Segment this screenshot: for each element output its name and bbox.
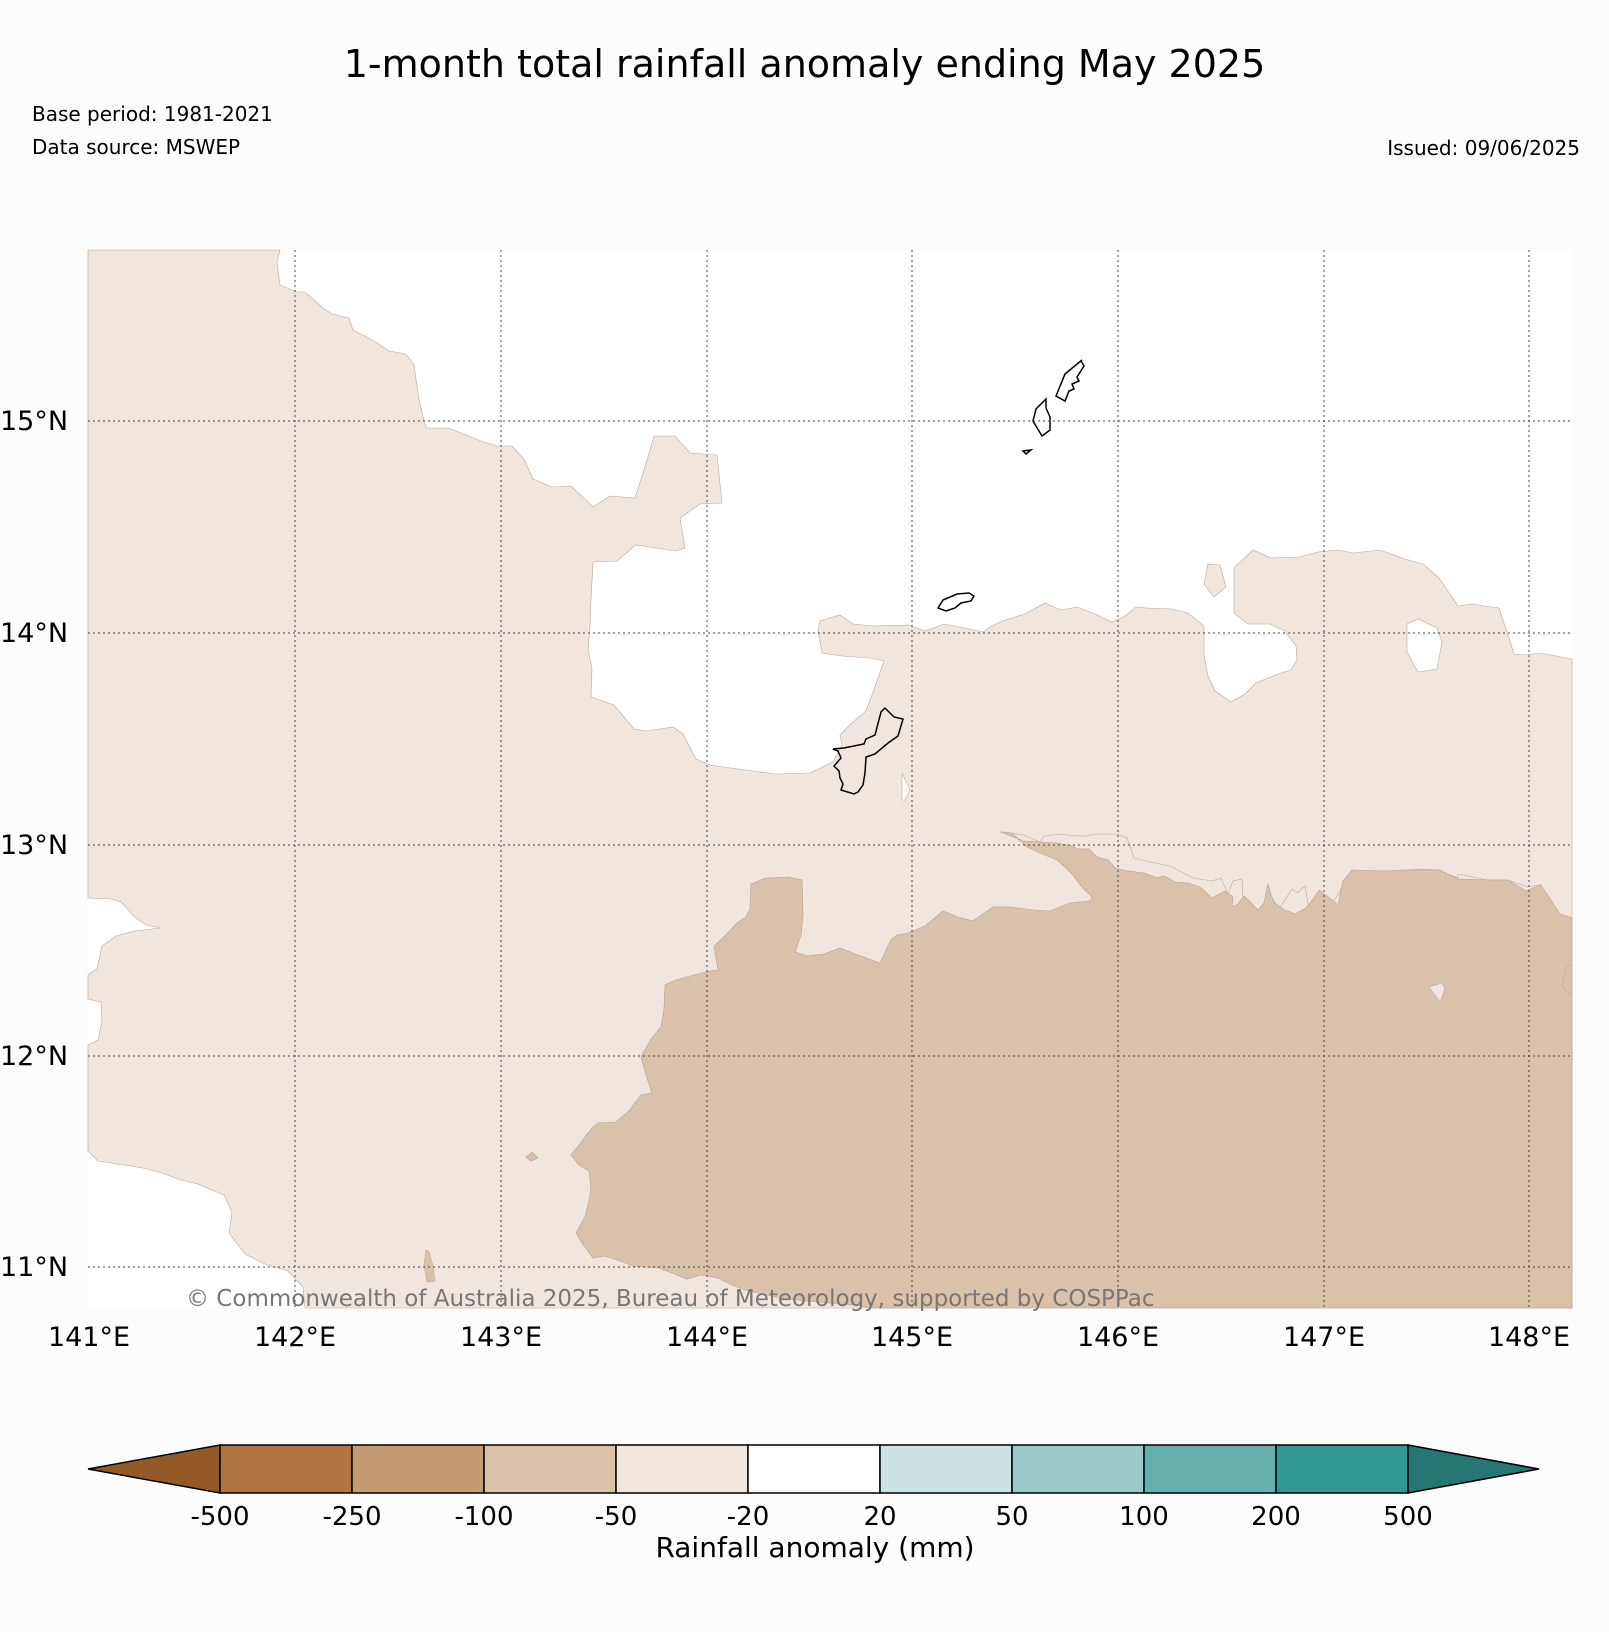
lon-tick-label: 146°E [1077, 1322, 1159, 1353]
base-period: Base period: 1981-2021 [32, 102, 273, 126]
colorbar-swatch [1011, 1444, 1145, 1494]
colorbar-tick-label: 100 [1119, 1502, 1169, 1532]
lon-tick-label: 144°E [666, 1322, 748, 1353]
islands [832, 359, 1085, 795]
lon-tick-label: 143°E [460, 1322, 542, 1353]
colorbar-tick-label: -250 [322, 1502, 382, 1532]
colorbar-tick-label: -50 [594, 1502, 638, 1532]
colorbar-tick-label: 200 [1251, 1502, 1301, 1532]
lon-tick-label: 145°E [871, 1322, 953, 1353]
lat-tick-label: 11°N [0, 1252, 68, 1283]
lat-tick-label: 12°N [0, 1041, 68, 1072]
saipan-outline [1055, 359, 1085, 403]
lon-tick-label: 141°E [48, 1322, 130, 1353]
colorbar-swatch [219, 1444, 353, 1494]
colorbar-tick-label: 500 [1383, 1502, 1433, 1532]
lat-tick-label: 15°N [0, 406, 68, 437]
colorbar-swatch [1275, 1444, 1409, 1494]
colorbar-tick-label: -500 [190, 1502, 250, 1532]
data-source: Data source: MSWEP [32, 135, 241, 159]
colorbar-swatch [879, 1444, 1013, 1494]
lat-tick-label: 13°N [0, 830, 68, 861]
colorbar-extend-low [87, 1444, 221, 1494]
anomaly-patch [1203, 563, 1227, 598]
colorbar-extend-high [1407, 1444, 1540, 1494]
page-title: 1-month total rainfall anomaly ending Ma… [343, 42, 1266, 86]
rainfall-anomaly-map: 15°N 14°N 13°N 12°N 11°N 141°E 142°E 143… [0, 249, 1573, 1353]
lat-tick-label: 14°N [0, 618, 68, 649]
colorbar-tick-label: -100 [454, 1502, 514, 1532]
aguijan-outline [1021, 448, 1034, 456]
colorbar-title: Rainfall anomaly (mm) [655, 1531, 975, 1564]
anomaly-patch [1406, 618, 1443, 673]
gridlines [88, 250, 1572, 1308]
issued-date: Issued: 09/06/2025 [1387, 136, 1580, 160]
colorbar-swatch [747, 1444, 881, 1494]
colorbar-tick-label: 20 [863, 1502, 897, 1532]
anomaly-patch [423, 1249, 436, 1283]
colorbar-tick-label: -20 [726, 1502, 770, 1532]
anomaly-region-minus100-minus50 [570, 831, 1573, 1309]
tinian-outline [1032, 397, 1051, 438]
lon-tick-label: 148°E [1488, 1322, 1570, 1353]
anomaly-patch [901, 772, 911, 801]
colorbar-swatch [615, 1444, 749, 1494]
map-panel [87, 249, 1573, 1309]
colorbar-swatch [483, 1444, 617, 1494]
lon-tick-label: 147°E [1283, 1322, 1365, 1353]
guam-outline [832, 706, 904, 795]
colorbar-tick-label: 50 [995, 1502, 1029, 1532]
colorbar [87, 1444, 1540, 1494]
colorbar-swatch [351, 1444, 485, 1494]
copyright-notice: © Commonwealth of Australia 2025, Bureau… [186, 1286, 1155, 1312]
colorbar-swatch [1143, 1444, 1277, 1494]
rota-outline [936, 592, 976, 612]
anomaly-patch [525, 1151, 539, 1162]
lon-tick-label: 142°E [254, 1322, 336, 1353]
